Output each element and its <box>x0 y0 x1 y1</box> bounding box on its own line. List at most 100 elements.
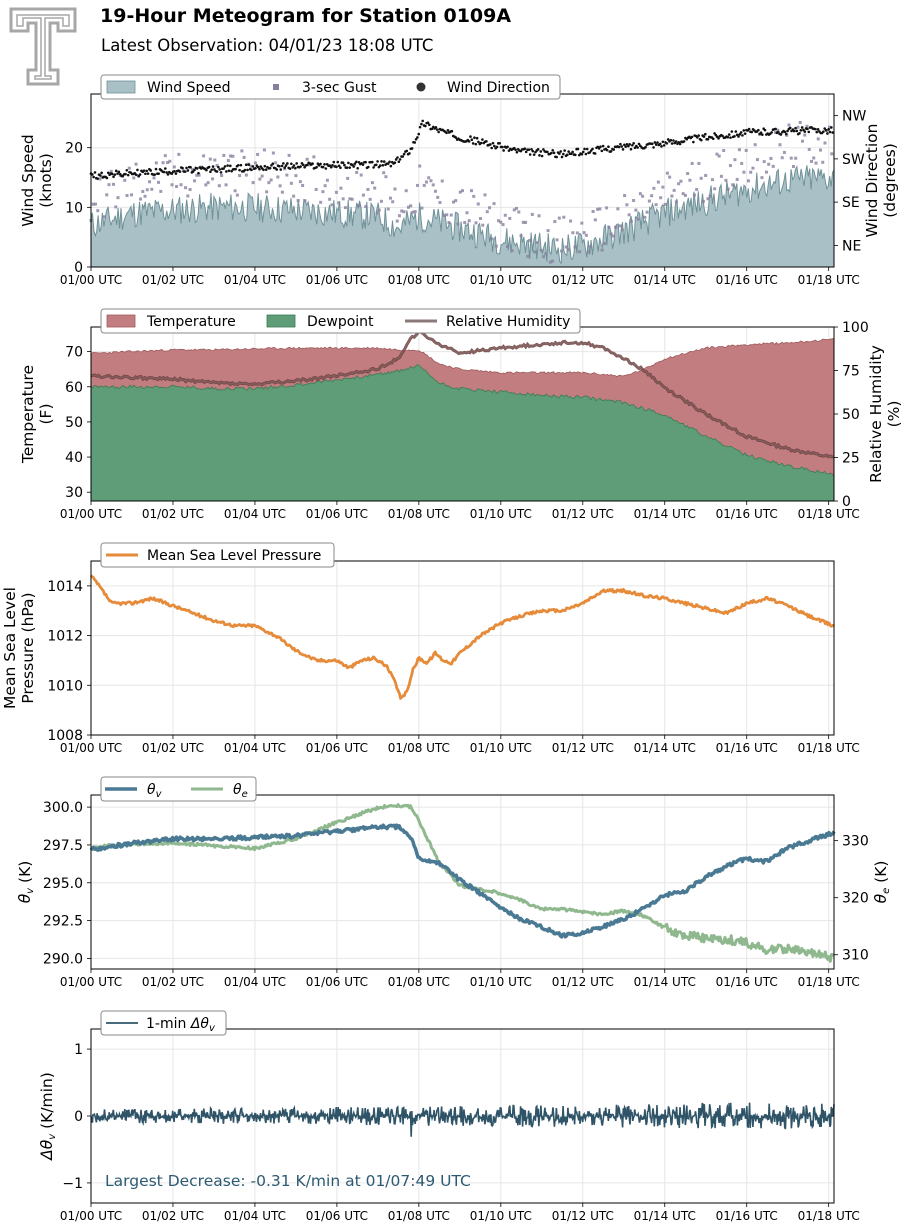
gust-point <box>697 161 701 165</box>
direction-point <box>91 173 94 176</box>
direction-point <box>105 176 109 180</box>
direction-point <box>495 145 499 149</box>
gust-point <box>193 179 197 183</box>
gust-point <box>415 183 419 187</box>
direction-point <box>162 170 166 174</box>
x-tick-label: 01/08 UTC <box>388 507 450 521</box>
gust-point <box>109 169 113 173</box>
gust-point <box>479 217 483 221</box>
direction-point <box>336 160 340 164</box>
direction-point <box>530 147 533 151</box>
gust-point <box>544 252 548 256</box>
direction-point <box>116 172 119 175</box>
gust-point <box>355 170 359 174</box>
direction-point <box>197 171 200 175</box>
gust-point <box>382 171 386 175</box>
direction-point <box>794 126 797 130</box>
direction-point <box>605 148 609 152</box>
gust-point <box>643 215 647 219</box>
x-tick-label: 01/06 UTC <box>306 507 368 521</box>
gust-point <box>298 180 302 184</box>
gust-point <box>546 229 550 233</box>
gust-point <box>735 177 739 181</box>
gust-point <box>451 200 455 204</box>
gust-point <box>98 177 102 181</box>
dtheta-line <box>90 1102 835 1137</box>
x-tick-label: 01/00 UTC <box>60 741 122 755</box>
gust-point <box>384 175 388 179</box>
direction-point <box>315 165 318 169</box>
direction-point <box>593 152 597 155</box>
y-tick-label: 1 <box>74 1042 83 1058</box>
direction-point <box>490 146 493 150</box>
direction-point <box>726 135 730 139</box>
rh-line-highlight <box>90 330 834 458</box>
gust-point <box>593 218 597 222</box>
gust-point <box>427 176 431 180</box>
gust-point <box>175 185 179 189</box>
direction-point <box>225 170 228 173</box>
direction-point <box>332 160 336 164</box>
gust-point <box>260 174 264 178</box>
direction-point <box>286 162 289 165</box>
x-tick-label: 01/02 UTC <box>142 741 204 755</box>
gust-point <box>143 194 147 198</box>
direction-point <box>394 158 398 161</box>
direction-point <box>644 145 647 149</box>
direction-point <box>491 141 495 145</box>
gust-point <box>177 152 181 156</box>
direction-point <box>555 155 559 159</box>
gust-point <box>256 152 260 156</box>
direction-point <box>599 145 602 148</box>
direction-point <box>364 160 367 164</box>
direction-point <box>117 170 121 174</box>
gust-point <box>672 188 676 192</box>
direction-point <box>218 168 221 171</box>
direction-point <box>566 153 569 157</box>
direction-point <box>730 130 734 133</box>
gust-point <box>206 181 210 185</box>
gust-point <box>521 220 525 224</box>
direction-point <box>662 144 666 147</box>
gust-point <box>632 199 636 203</box>
direction-point <box>538 154 541 157</box>
gust-point <box>346 176 350 180</box>
direction-point <box>282 162 285 165</box>
gust-point <box>420 206 424 210</box>
y-tick-label: 1014 <box>47 579 83 595</box>
gust-point <box>794 156 798 160</box>
gust-point <box>397 214 401 218</box>
gust-point <box>679 179 683 183</box>
gust-point <box>461 189 464 193</box>
gust-point <box>465 211 469 215</box>
y-tick-label: 295.0 <box>43 876 83 892</box>
direction-point <box>506 145 509 149</box>
direction-point <box>652 146 655 149</box>
gust-point <box>323 184 327 188</box>
gust-point <box>566 248 570 252</box>
direction-point <box>823 127 827 130</box>
direction-point <box>827 128 830 131</box>
gust-point <box>211 177 215 181</box>
direction-point <box>658 142 662 146</box>
direction-point <box>341 161 345 165</box>
gust-point <box>560 249 564 253</box>
direction-point <box>743 132 747 135</box>
gust-point <box>321 190 325 194</box>
direction-point <box>301 163 305 167</box>
direction-point <box>113 173 117 176</box>
direction-point <box>800 126 804 129</box>
direction-point <box>430 127 434 131</box>
legend-label: Temperature <box>146 314 236 330</box>
gust-point <box>449 213 453 217</box>
y-tick-label: 70 <box>65 345 83 361</box>
gust-point <box>422 183 426 187</box>
gust-point <box>681 192 685 196</box>
gust-point <box>706 197 710 201</box>
direction-point <box>799 129 803 132</box>
temperature-ylabel: Temperature(F) <box>19 365 55 464</box>
gust-point <box>589 245 593 249</box>
direction-point <box>284 164 288 167</box>
direction-point <box>92 175 95 179</box>
gust-point <box>352 163 356 167</box>
